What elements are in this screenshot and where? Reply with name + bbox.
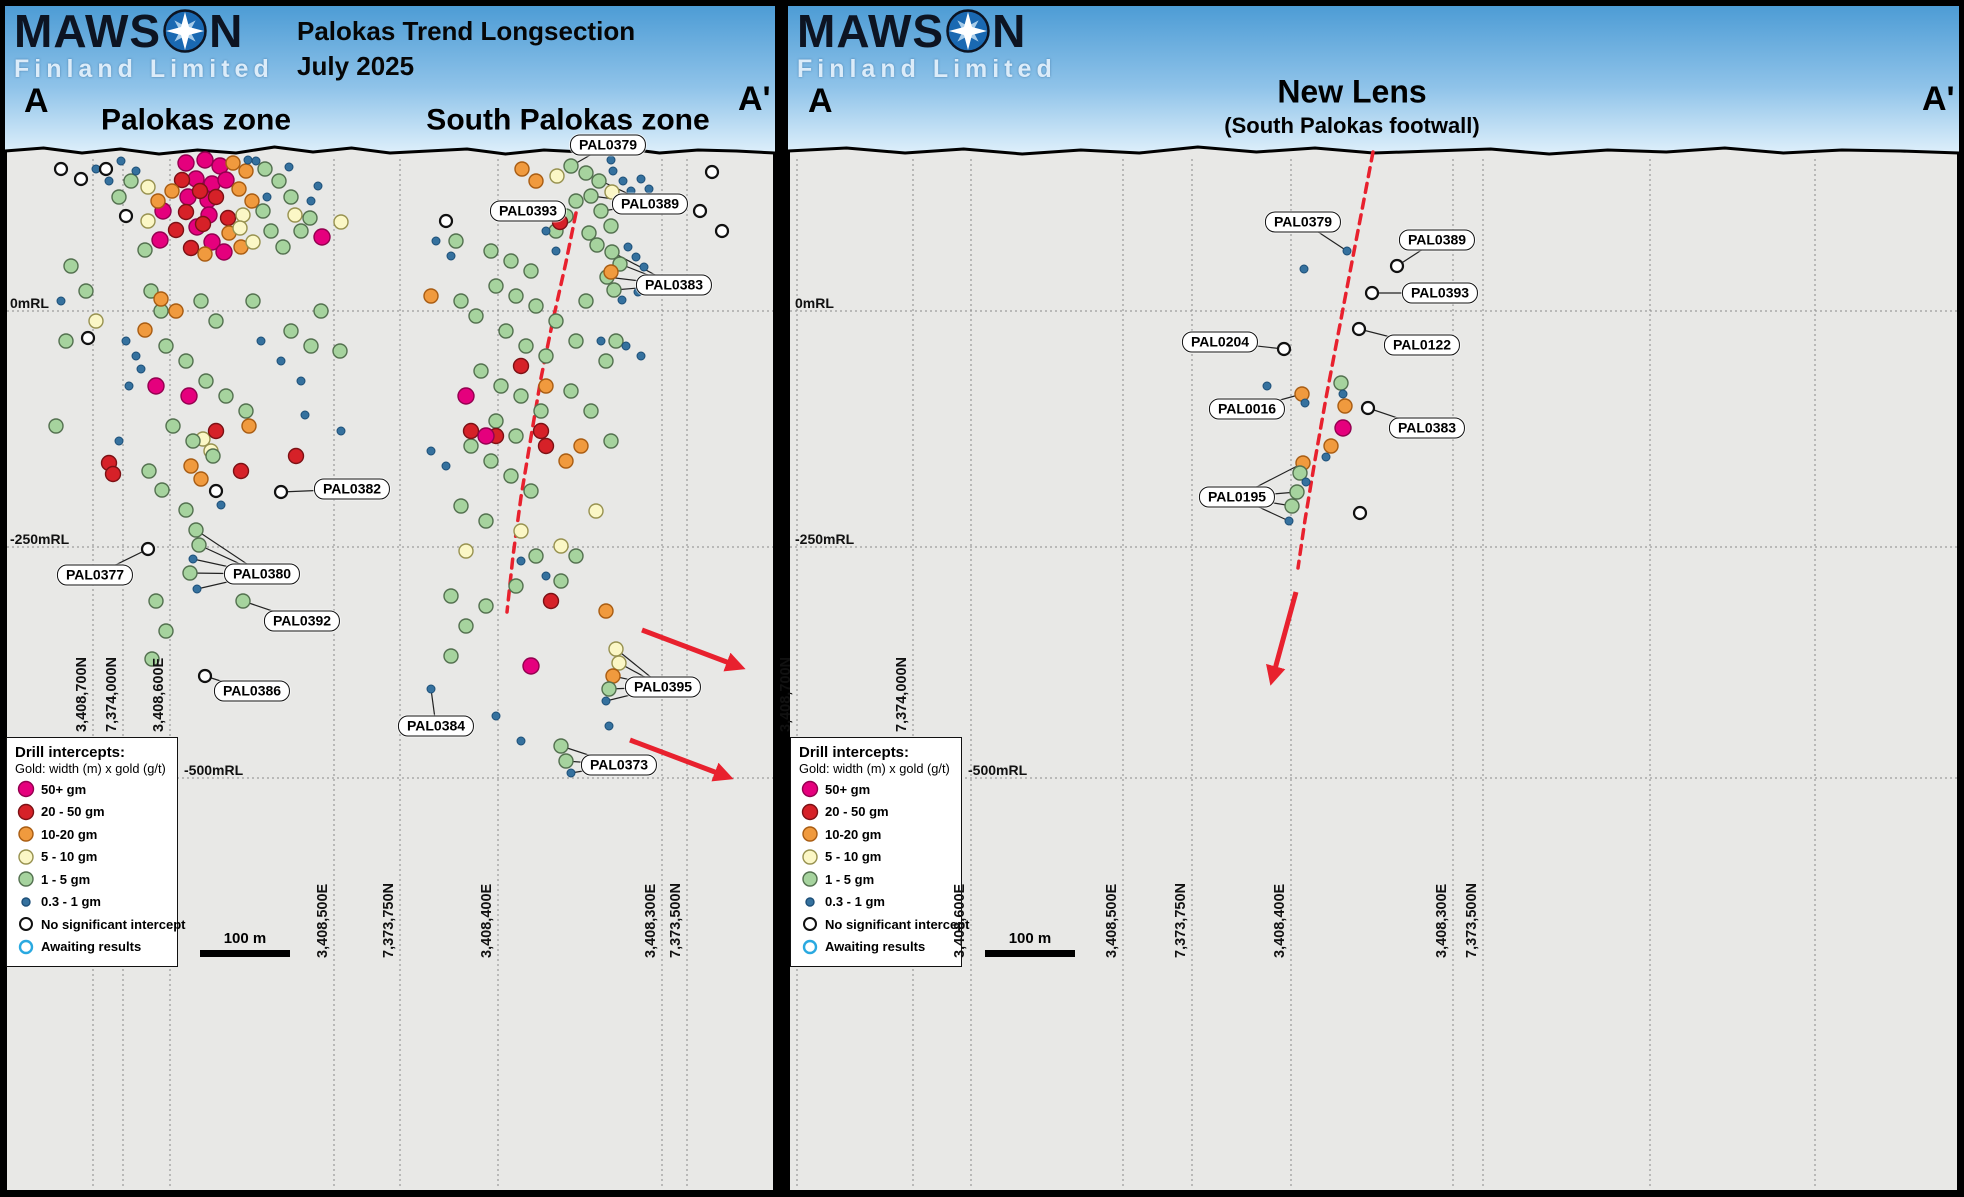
panel-palokas-longsection [5,5,775,1192]
panel-new-lens-longsection [788,5,1959,1192]
